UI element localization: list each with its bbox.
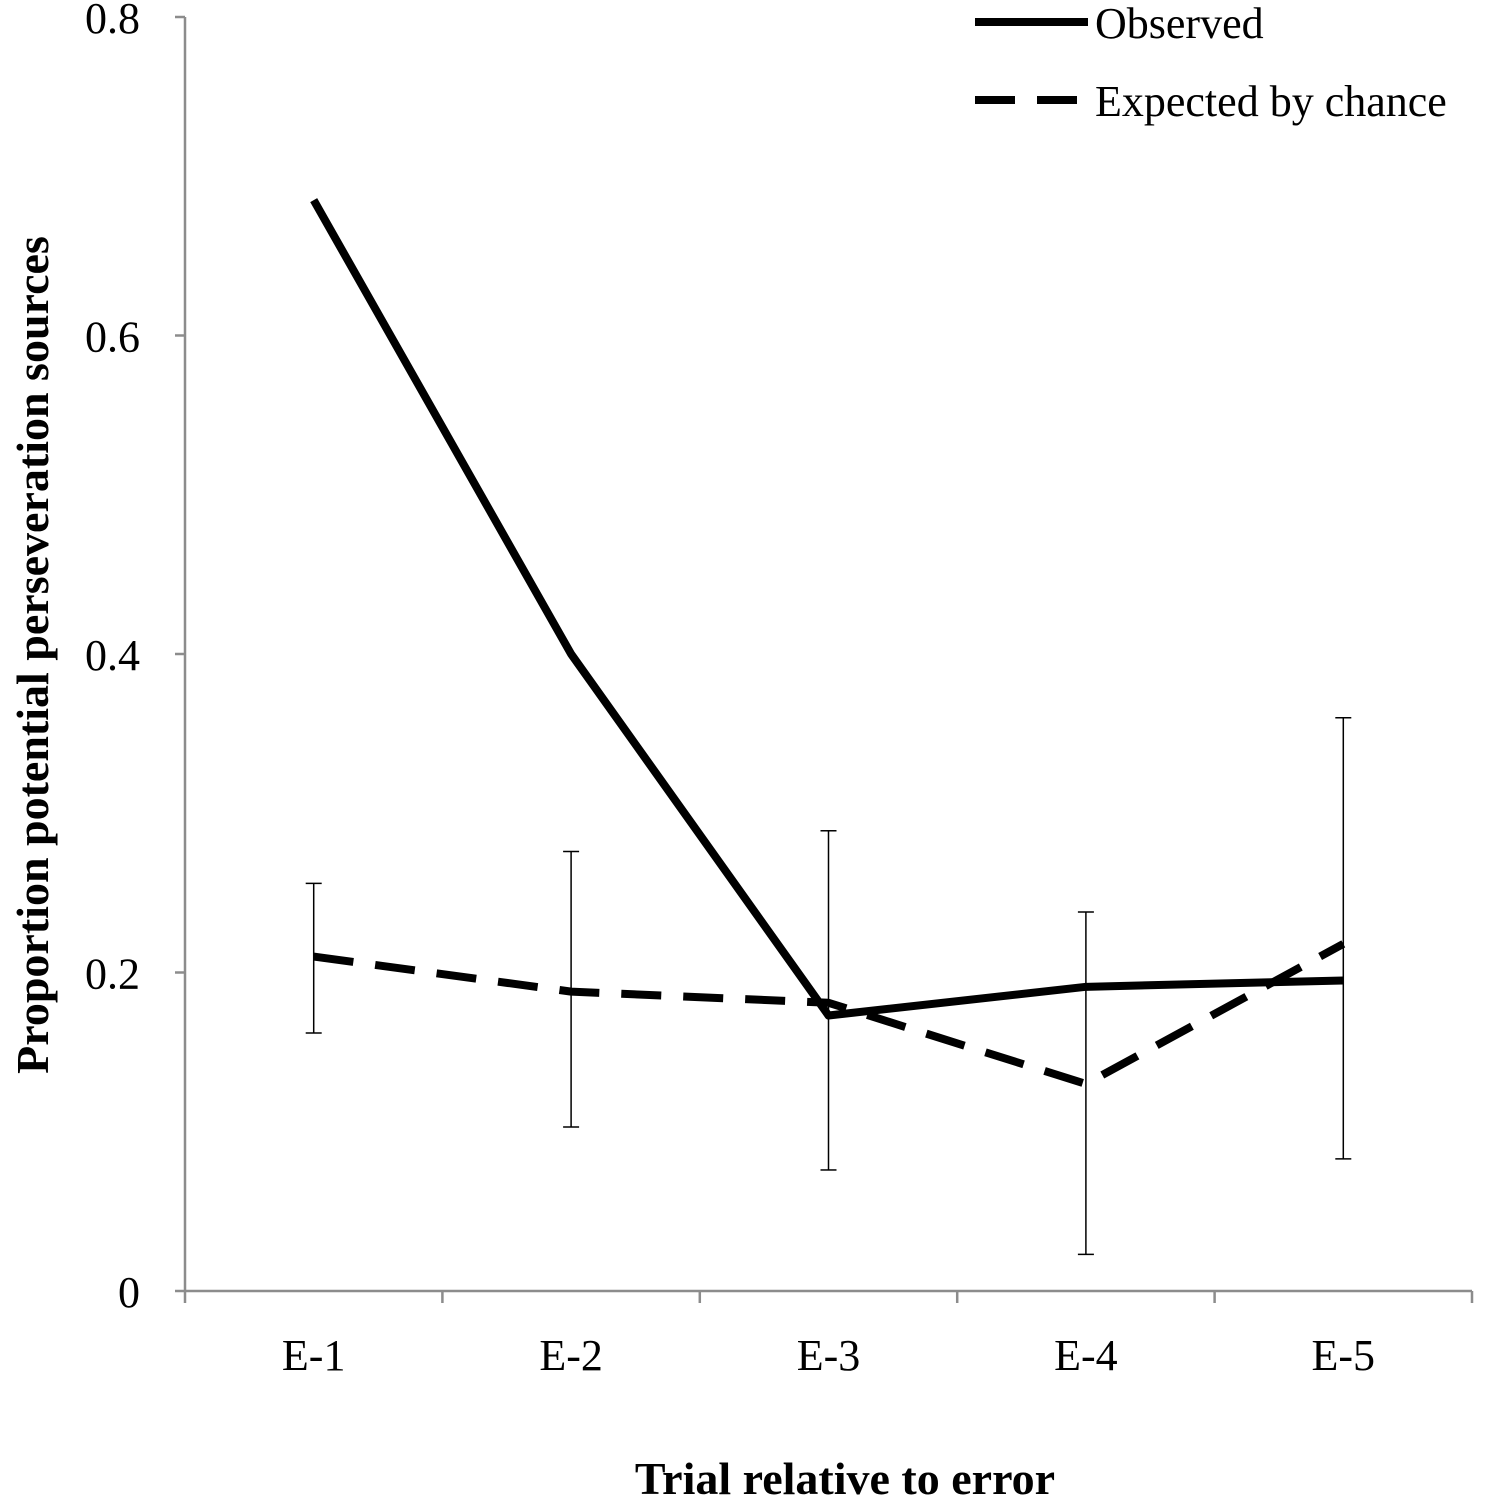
x-tick-label: E-4 [1054, 1331, 1118, 1380]
x-axis-title: Trial relative to error [635, 1453, 1055, 1500]
x-tick-label: E-3 [797, 1331, 861, 1380]
y-tick-label: 0.6 [85, 313, 140, 362]
x-tick-label: E-2 [539, 1331, 603, 1380]
series-lines [310, 198, 1346, 1088]
x-tick-label: E-1 [282, 1331, 346, 1380]
y-axis-title: Proportion potential perseveration sourc… [7, 236, 58, 1074]
series-line-observed [310, 198, 1344, 1020]
y-tick-label: 0.4 [85, 631, 140, 680]
legend: Observed Expected by chance [975, 0, 1447, 126]
y-tick-label: 0 [118, 1268, 140, 1317]
x-tick-label: E-5 [1312, 1331, 1376, 1380]
y-tick-label: 0.2 [85, 950, 140, 999]
legend-expected-label: Expected by chance [1095, 77, 1447, 126]
axes [175, 15, 1474, 1303]
legend-observed-label: Observed [1095, 0, 1264, 48]
series-line-expected [313, 940, 1346, 1088]
y-tick-label: 0.8 [85, 0, 140, 43]
tick-labels: 0 0.2 0.4 0.6 0.8 E-1 E-2 E-3 E-4 E-5 [85, 0, 1375, 1380]
